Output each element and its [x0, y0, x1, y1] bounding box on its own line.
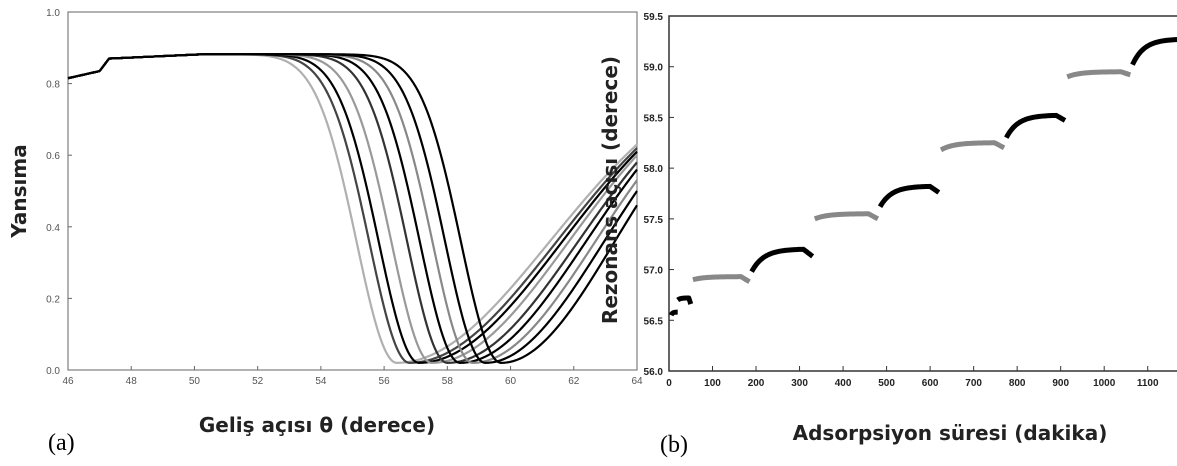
chart-b: 0100200300400500600700800900100011001200…	[598, 12, 1177, 458]
chart-b-y-tick-label: 57.5	[644, 215, 664, 226]
chart-b-y-axis-label: Rezonans açısı (derece)	[598, 56, 622, 324]
chart-b-data-segment	[675, 295, 694, 306]
chart-b-x-tick-label: 0	[666, 378, 672, 389]
chart-a-x-tick-label: 46	[62, 376, 74, 387]
chart-a-y-axis-label: Yansıma	[7, 144, 31, 238]
panel-a-label: (a)	[48, 430, 75, 456]
chart-b-y-tick-label: 59.0	[644, 63, 664, 74]
chart-a: 46 48 50 52 54 56 58 60 62 64 0.00.20.40.60.81.0 …	[7, 8, 643, 456]
chart-b-x-tick-label: 700	[965, 378, 982, 389]
chart-b-y-tick-label: 58.0	[644, 164, 664, 175]
chart-b-x-tick-label: 600	[922, 378, 939, 389]
chart-b-data-segment	[877, 183, 941, 208]
chart-a-y-tick-label: 1.0	[46, 8, 60, 19]
chart-b-y-tick-label: 59.5	[644, 12, 664, 23]
chart-b-series-group	[668, 37, 1177, 318]
chart-b-y-tick-label: 57.0	[644, 266, 664, 277]
chart-b-x-tick-label: 200	[748, 378, 765, 389]
chart-b-data-segment	[1066, 69, 1132, 80]
chart-b-y-tick-label: 56.5	[644, 316, 664, 327]
chart-a-x-tick-label: 48	[126, 376, 138, 387]
chart-b-data-segment	[749, 246, 815, 273]
chart-a-series-line	[67, 53, 638, 364]
chart-b-y-tick-label: 58.5	[644, 113, 664, 124]
chart-a-plot-frame	[67, 11, 638, 371]
chart-a-x-tick-label: 60	[505, 376, 517, 387]
chart-b-data-segment	[1130, 37, 1177, 66]
chart-a-series-group	[67, 53, 638, 364]
chart-b-data-segment	[939, 140, 1006, 153]
chart-b-y-tick-label: 56.0	[644, 367, 664, 378]
chart-b-x-tick-label: 1000	[1093, 378, 1116, 389]
chart-a-x-tick-label: 64	[631, 376, 643, 387]
chart-a-y-axis: 0.0 0.2 0.4 0.6 0.8 1.0	[46, 8, 72, 377]
panel-b-label: (b)	[660, 432, 688, 458]
chart-b-data-segment	[813, 211, 880, 222]
chart-a-y-tick-label: 0.6	[46, 151, 60, 162]
chart-a-x-tick-label: 58	[442, 376, 454, 387]
chart-a-y-tick-label: 0.8	[46, 80, 60, 91]
chart-b-x-tick-label: 100	[704, 378, 721, 389]
chart-b-x-axis-label: Adsorpsiyon süresi (dakika)	[793, 421, 1108, 445]
chart-b-x-tick-label: 900	[1052, 378, 1069, 389]
chart-b-x-axis: 0100200300400500600700800900100011001200	[666, 366, 1159, 389]
chart-b-y-axis: 56.0 56.5 57.0 57.5 58.0 58.5 59.0 59.5	[644, 12, 674, 378]
chart-b-x-tick-label: 1100	[1137, 378, 1159, 389]
chart-a-y-tick-label: 0.2	[46, 294, 60, 305]
chart-b-x-tick-label: 400	[835, 378, 852, 389]
chart-a-x-tick-label: 52	[252, 376, 264, 387]
chart-b-x-tick-label: 300	[791, 378, 808, 389]
chart-b-data-segment	[668, 309, 681, 318]
chart-a-x-tick-label: 50	[189, 376, 201, 387]
chart-b-plot-frame	[668, 15, 1177, 372]
chart-b-data-segment	[1004, 112, 1067, 139]
chart-a-x-axis: 46 48 50 52 54 56 58 60 62 64	[62, 366, 643, 387]
chart-b-data-segment	[691, 274, 751, 284]
chart-a-y-tick-label: 0.4	[46, 223, 60, 234]
chart-a-x-axis-label: Geliş açısı θ (derece)	[199, 413, 435, 437]
chart-b-x-tick-label: 500	[878, 378, 895, 389]
chart-b-x-tick-label: 800	[1009, 378, 1026, 389]
chart-a-y-tick-label: 0.0	[46, 366, 60, 377]
chart-a-x-tick-label: 54	[315, 376, 327, 387]
chart-a-x-tick-label: 62	[568, 376, 580, 387]
chart-a-x-tick-label: 56	[379, 376, 391, 387]
